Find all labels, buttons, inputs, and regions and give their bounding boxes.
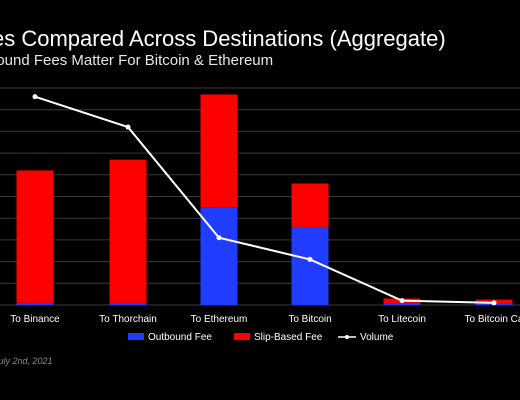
date-footnote: July 2nd, 2021 bbox=[0, 356, 53, 366]
volume-line-path bbox=[34, 95, 495, 304]
volume-point-2 bbox=[216, 235, 222, 241]
volume-point-3 bbox=[307, 256, 313, 262]
x-tick-label: To Litecoin bbox=[378, 314, 426, 325]
volume-point-4 bbox=[399, 298, 405, 304]
x-tick-labels: To Binance To Thorchain To Ethereum To Bitc… bbox=[10, 314, 520, 325]
bar-slip-based-fee-0 bbox=[16, 170, 54, 303]
volume-point-0 bbox=[32, 94, 38, 100]
bar-outbound-fee-4 bbox=[383, 303, 421, 305]
chart-subtitle: bound Fees Matter For Bitcoin & Ethereum bbox=[0, 52, 274, 69]
legend-swatch-volume-marker bbox=[345, 335, 349, 339]
legend-label-slip: Slip-Based Fee bbox=[254, 332, 323, 343]
bar-outbound-fee-0 bbox=[16, 302, 54, 305]
legend-swatch-outbound bbox=[128, 333, 144, 340]
volume-point-5 bbox=[491, 300, 497, 306]
legend-label-volume: Volume bbox=[360, 332, 394, 343]
x-tick-label: To Ethereum bbox=[191, 314, 248, 325]
bar-slip-based-fee-2 bbox=[200, 94, 238, 208]
gridlines bbox=[0, 87, 520, 306]
x-tick-label: To Thorchain bbox=[99, 314, 157, 325]
chart-title: es Compared Across Destinations (Aggrega… bbox=[0, 26, 446, 51]
x-tick-label: To Binance bbox=[10, 314, 60, 325]
volume-line bbox=[32, 94, 497, 306]
bars bbox=[16, 94, 513, 305]
legend-swatch-slip bbox=[234, 333, 250, 340]
volume-point-1 bbox=[125, 124, 131, 130]
bar-slip-based-fee-1 bbox=[109, 159, 147, 303]
legend: Outbound Fee Slip-Based Fee Volume bbox=[128, 332, 394, 343]
bar-outbound-fee-1 bbox=[109, 302, 147, 305]
x-tick-label: To Bitcoin bbox=[288, 314, 331, 325]
legend-label-outbound: Outbound Fee bbox=[148, 332, 212, 343]
bar-slip-based-fee-3 bbox=[291, 183, 329, 227]
x-tick-label: To Bitcoin Ca bbox=[465, 314, 520, 325]
